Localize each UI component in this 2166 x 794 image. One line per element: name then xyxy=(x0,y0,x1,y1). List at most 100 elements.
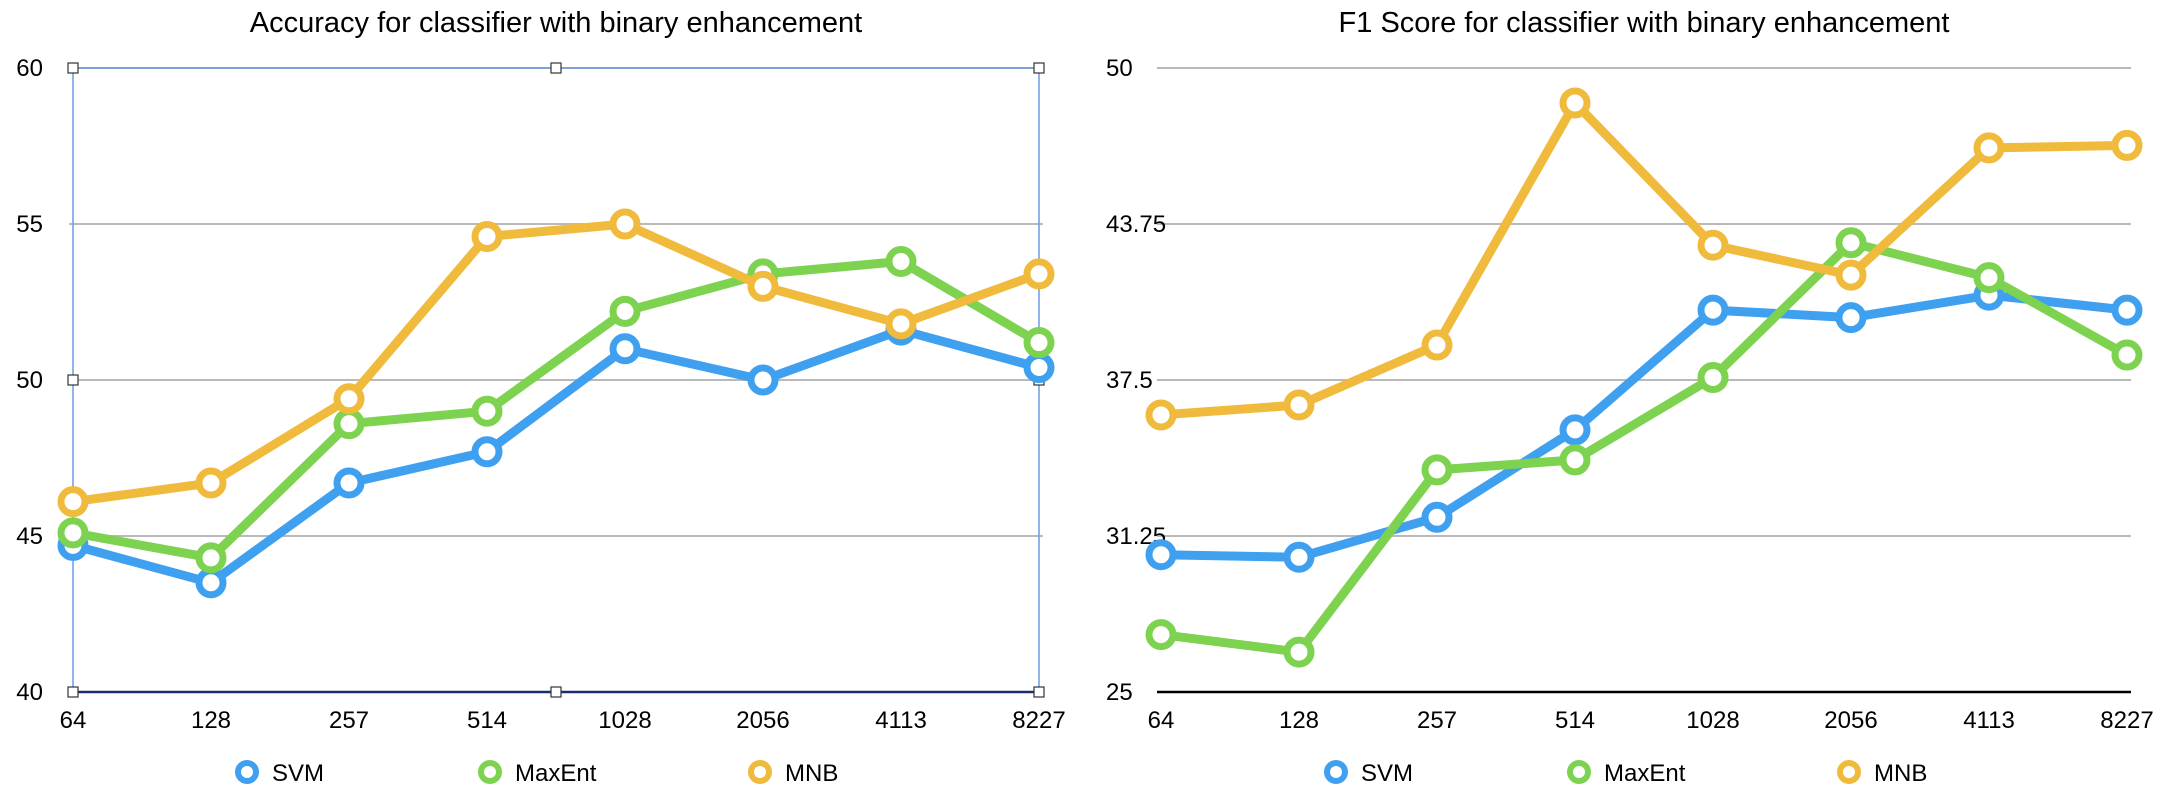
legend-label: MaxEnt xyxy=(515,760,597,787)
data-point-mnb xyxy=(195,467,227,499)
series-line-mnb xyxy=(68,219,1044,507)
x-tick-label: 8227 xyxy=(1012,707,1065,734)
selection-handle[interactable] xyxy=(550,686,562,698)
series-line-maxent xyxy=(68,256,1044,563)
data-point-maxent xyxy=(1421,454,1453,486)
data-point-mnb xyxy=(885,308,917,340)
x-tick-label: 514 xyxy=(1555,707,1595,734)
data-point-svm xyxy=(609,333,641,365)
data-point-maxent xyxy=(1145,619,1177,651)
chart-title: Accuracy for classifier with binary enha… xyxy=(250,7,862,39)
data-point-maxent xyxy=(1023,327,1055,359)
data-point-mnb xyxy=(1283,389,1315,421)
x-tick-label: 2056 xyxy=(1824,707,1877,734)
legend-marker xyxy=(1567,760,1591,784)
data-point-svm xyxy=(1559,414,1591,446)
x-tick-label: 64 xyxy=(1148,707,1175,734)
data-point-maxent xyxy=(471,395,503,427)
y-tick-label: 50 xyxy=(1106,55,1133,82)
y-tick-label: 45 xyxy=(16,523,43,550)
data-point-svm xyxy=(1697,294,1729,326)
data-point-mnb xyxy=(609,208,641,240)
f1-score-chart-svg: F1 Score for classifier with binary enha… xyxy=(1106,7,2154,787)
accuracy-chart: Accuracy for classifier with binary enha… xyxy=(0,0,1080,794)
x-tick-label: 1028 xyxy=(598,707,651,734)
x-tick-label: 257 xyxy=(329,707,369,734)
legend-label: MNB xyxy=(785,760,838,787)
data-point-maxent xyxy=(195,542,227,574)
data-point-mnb xyxy=(1835,259,1867,291)
data-point-svm xyxy=(333,467,365,499)
data-point-mnb xyxy=(1421,329,1453,361)
data-point-maxent xyxy=(885,245,917,277)
data-point-mnb xyxy=(2111,129,2143,161)
series-line-maxent xyxy=(1156,238,2132,657)
data-point-svm xyxy=(1023,352,1055,384)
x-tick-label: 2056 xyxy=(736,707,789,734)
x-tick-label: 4113 xyxy=(875,707,927,734)
data-point-mnb xyxy=(57,486,89,518)
data-point-svm xyxy=(747,364,779,396)
data-point-maxent xyxy=(1559,444,1591,476)
y-tick-label: 37.5 xyxy=(1106,367,1153,394)
x-tick-label: 4113 xyxy=(1963,707,2015,734)
data-point-maxent xyxy=(333,408,365,440)
legend-marker xyxy=(235,760,259,784)
legend-marker xyxy=(1837,760,1861,784)
legend-label: SVM xyxy=(272,760,324,787)
x-tick-label: 1028 xyxy=(1686,707,1739,734)
data-point-mnb xyxy=(471,220,503,252)
x-tick-label: 8227 xyxy=(2100,707,2153,734)
data-point-svm xyxy=(2111,294,2143,326)
selection-handle[interactable] xyxy=(67,686,79,698)
selection-handle[interactable] xyxy=(67,374,79,386)
data-point-maxent xyxy=(2111,339,2143,371)
data-point-svm xyxy=(1145,539,1177,571)
y-tick-label: 60 xyxy=(16,55,43,82)
legend-marker xyxy=(748,760,772,784)
legend-label: MaxEnt xyxy=(1604,760,1686,787)
data-point-maxent xyxy=(1835,227,1867,259)
chart-title: F1 Score for classifier with binary enha… xyxy=(1339,7,1950,39)
legend-marker xyxy=(1324,760,1348,784)
x-tick-label: 257 xyxy=(1417,707,1457,734)
f1-score-chart: F1 Score for classifier with binary enha… xyxy=(1086,0,2166,794)
x-tick-label: 128 xyxy=(191,707,231,734)
data-point-svm xyxy=(1421,501,1453,533)
x-tick-label: 128 xyxy=(1279,707,1319,734)
data-point-maxent xyxy=(1973,262,2005,294)
data-point-maxent xyxy=(1283,636,1315,668)
data-point-svm xyxy=(1283,541,1315,573)
y-tick-label: 43.75 xyxy=(1106,211,1166,238)
data-point-mnb xyxy=(1145,399,1177,431)
data-point-mnb xyxy=(1023,258,1055,290)
y-tick-label: 50 xyxy=(16,367,43,394)
data-point-maxent xyxy=(609,295,641,327)
selection-handle[interactable] xyxy=(1033,686,1045,698)
selection-handle[interactable] xyxy=(550,62,562,74)
data-point-maxent xyxy=(57,517,89,549)
data-point-maxent xyxy=(1697,362,1729,394)
data-point-mnb xyxy=(1973,132,2005,164)
x-tick-label: 514 xyxy=(467,707,507,734)
legend-label: MNB xyxy=(1874,760,1927,787)
accuracy-chart-svg: Accuracy for classifier with binary enha… xyxy=(16,7,1065,787)
data-point-mnb xyxy=(747,270,779,302)
selection-handle[interactable] xyxy=(67,62,79,74)
series-line-svm xyxy=(68,325,1044,588)
data-point-svm xyxy=(1835,302,1867,334)
data-point-mnb xyxy=(333,383,365,415)
y-tick-label: 55 xyxy=(16,211,43,238)
y-tick-label: 40 xyxy=(16,679,43,706)
series-line-svm xyxy=(1156,290,2132,562)
y-tick-label: 25 xyxy=(1106,679,1133,706)
legend-label: SVM xyxy=(1361,760,1413,787)
x-tick-label: 64 xyxy=(60,707,87,734)
data-point-svm xyxy=(195,567,227,599)
data-point-mnb xyxy=(1559,87,1591,119)
series-line-mnb xyxy=(1156,98,2132,420)
data-point-mnb xyxy=(1697,229,1729,261)
selection-handle[interactable] xyxy=(1033,62,1045,74)
legend-marker xyxy=(478,760,502,784)
data-point-svm xyxy=(471,436,503,468)
